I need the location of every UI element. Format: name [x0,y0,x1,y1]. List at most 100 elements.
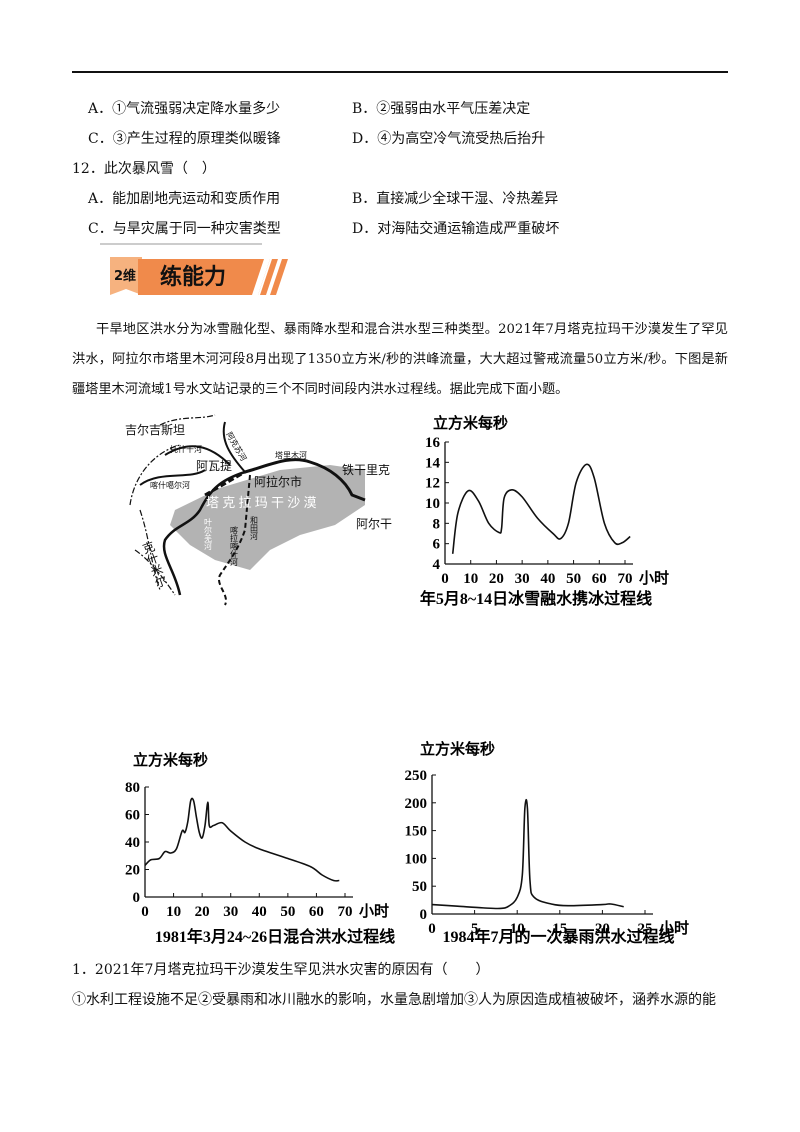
label-tarim: 塔里木河 [275,450,307,460]
tuoshigan-river [164,445,231,466]
label-aerqian: 阿尔干 [356,516,392,531]
x-tick-label: 20 [595,921,610,937]
kashgar-river [139,469,206,486]
q12-option-c[interactable]: C．与旱灾属于同一种灾害类型 [88,218,281,238]
y-tick-label: 4 [433,557,441,573]
y-tick-label: 10 [425,496,440,512]
chart-mixed-flood: 立方米每秒 0 20 40 60 80 0 10 20 30 40 50 60 70 小时 1981年3月24… [125,751,395,946]
q12-option-d[interactable]: D．对海陆交通运输造成严重破坏 [352,218,559,238]
label-kalakashi: 喀拉喀什河 [230,525,239,566]
label-desert: 塔 克 拉 玛 干 沙 漠 [206,495,317,510]
label-tuoshigan: 托什干河 [170,444,202,454]
y-tick-label: 100 [405,851,428,867]
x-tick-label: 10 [463,571,478,587]
y-axis-label: 立方米每秒 [433,414,508,432]
awati-road [204,470,246,497]
q12-stem: 12．此次暴风雪（ ） [72,161,216,177]
x-tick-label: 30 [223,904,238,920]
option-letter: A． [88,101,113,117]
x-axis-label: 小时 [659,920,689,937]
hotan-river [217,474,251,606]
label-yeerqiang: 叶尔羌河 [204,518,213,550]
q11-option-d[interactable]: D．④为高空冷气流受热后抬升 [352,128,545,148]
y-tick-label: 150 [405,824,428,840]
chart-title: 1981年3月24~26日混合洪水过程线 [155,927,395,946]
option-letter: C． [88,221,113,237]
x-tick-label: 10 [166,904,181,920]
y-tick-label: 16 [425,435,441,451]
x-tick-label: 10 [510,921,525,937]
label-awati: 阿瓦提 [196,458,232,473]
q11-option-a[interactable]: A．①气流强弱决定降水量多少 [88,98,280,118]
x-tick-label: 40 [252,904,267,920]
section-divider [100,243,262,245]
aksu-river [222,421,246,473]
option-letter: B． [352,191,377,207]
option-text: ④为高空冷气流受热后抬升 [377,131,546,147]
x-tick-label: 20 [195,904,210,920]
chart-title: 1980年5月8~14日冰雪融水携冰过程线 [420,589,652,608]
y-tick-label: 50 [412,879,427,895]
discharge-line [451,463,631,554]
y-tick-label: 6 [433,537,441,553]
x-tick-label: 50 [280,904,295,920]
x-axis-label: 小时 [359,903,389,920]
intro-paragraph: 干旱地区洪水分为冰雪融化型、暴雨降水型和混合洪水型三种类型。2021年7月塔克拉… [72,322,728,397]
section-banner: 2维 练能力 [108,255,288,299]
x-tick-label: 0 [428,921,436,937]
desert-area [170,465,365,570]
x-tick-label: 20 [489,571,504,587]
discharge-line [144,797,340,882]
label-alaer: 阿拉尔市 [254,474,302,489]
x-tick-label: 60 [309,904,324,920]
label-kashgar: 喀什噶尔河 [150,480,190,490]
y-axis-label: 立方米每秒 [133,751,208,769]
option-text: 对海陆交通运输造成严重破坏 [377,221,560,237]
option-text: 与旱灾属于同一种灾害类型 [112,221,281,237]
banner-title: 练能力 [160,265,227,290]
x-tick-label: 0 [141,904,149,920]
x-tick-label: 15 [552,921,567,937]
banner-badge: 2维 [114,269,137,284]
option-letter: A． [88,191,113,207]
y-tick-label: 200 [405,796,428,812]
y-tick-label: 14 [425,455,441,471]
x-axis-label: 小时 [639,570,669,587]
q12-option-a[interactable]: A．能加剧地壳运动和变质作用 [88,188,280,208]
chart-rainstorm-flood: 立方米每秒 0 50 100 150 200 250 0 5 10 15 20 25 小时1984年7月的… [405,740,690,946]
q12-option-b[interactable]: B．直接减少全球干湿、冷热差异 [352,188,558,208]
x-tick-label: 0 [441,571,449,587]
option-text: ①气流强弱决定降水量多少 [112,101,281,117]
x-tick-label: 5 [471,921,479,937]
q11-option-c[interactable]: C．③产生过程的原理类似暖锋 [88,128,281,148]
header-rule [72,71,728,73]
x-tick-label: 25 [638,921,653,937]
option-text: 能加剧地壳运动和变质作用 [112,191,281,207]
option-letter: B． [352,101,377,117]
tarim-river [244,458,366,502]
discharge-line [431,798,624,910]
label-hetian: 和田河 [250,516,259,540]
y-tick-label: 80 [125,780,140,796]
x-tick-label: 70 [338,904,353,920]
option-text: ②强弱由水平气压差决定 [376,101,531,117]
option-text: ③产生过程的原理类似暖锋 [112,131,281,147]
x-tick-label: 30 [515,571,530,587]
x-tick-label: 60 [592,571,607,587]
option-letter: D． [352,131,378,147]
border-line [129,414,216,596]
q11-option-b[interactable]: B．②强弱由水平气压差决定 [352,98,530,118]
y-tick-label: 0 [420,907,428,923]
y-tick-label: 12 [425,476,440,492]
banner-shape [110,257,288,295]
option-letter: D． [352,221,378,237]
y-tick-label: 8 [433,516,441,532]
y-tick-label: 20 [125,863,140,879]
x-tick-label: 50 [566,571,581,587]
chart-snowmelt: 立方米每秒 4 6 8 10 12 14 16 0 10 20 30 40 50 60 70 小时 1980年5月… [420,414,669,608]
tarim-basin-map: 吉尔吉斯坦 托什干河 阿克苏河 塔里木河 阿瓦提 阿拉尔市 铁干里克 喀什噶尔河… [125,414,392,606]
x-tick-label: 70 [618,571,633,587]
label-kyrgyz: 吉尔吉斯坦 [125,422,185,437]
label-tiegan: 铁干里克 [342,463,390,477]
chart-title: 1984年7月的一次暴雨洪水过程线 [442,927,674,946]
